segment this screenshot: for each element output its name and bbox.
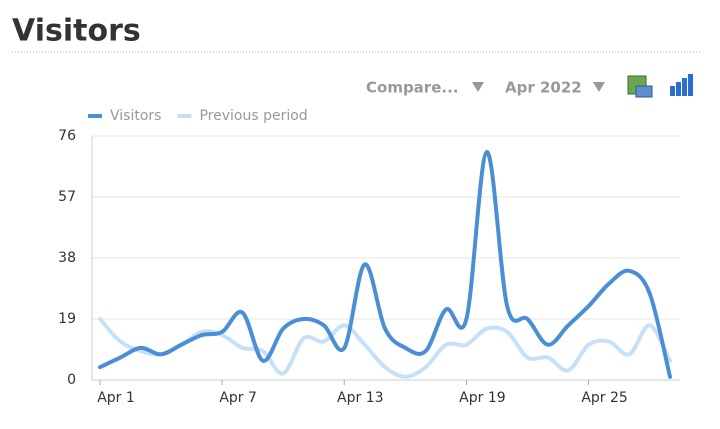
- icon-shape: [670, 86, 675, 96]
- dropdown-arrow: [593, 82, 605, 92]
- x-tick-label: Apr 13: [337, 390, 383, 406]
- export-image-icon[interactable]: [627, 75, 653, 98]
- icon-shape: [635, 85, 653, 98]
- y-tick-label: 0: [67, 372, 76, 388]
- x-tick-label: Apr 7: [219, 390, 257, 406]
- x-tick-label: Apr 25: [581, 390, 627, 406]
- compare-label: Compare...: [366, 79, 458, 97]
- y-tick-label: 38: [58, 250, 76, 266]
- icon-shape: [688, 74, 693, 96]
- icon-shape: [676, 82, 681, 96]
- x-tick-label: Apr 19: [459, 390, 505, 406]
- period-dropdown[interactable]: Apr 2022: [505, 79, 605, 97]
- compare-dropdown[interactable]: Compare...: [366, 79, 484, 97]
- y-tick-label: 57: [58, 189, 76, 205]
- page-title: Visitors: [12, 14, 141, 49]
- legend-label: Visitors: [110, 108, 161, 124]
- y-tick-label: 19: [58, 311, 76, 327]
- y-tick-label: 76: [58, 128, 76, 144]
- chart-type-icon[interactable]: [670, 74, 693, 96]
- x-tick-label: Apr 1: [97, 390, 135, 406]
- period-label: Apr 2022: [505, 79, 582, 97]
- series-line: [98, 317, 672, 379]
- series-line: [98, 150, 672, 379]
- icon-shape: [682, 78, 687, 96]
- dropdown-arrow: [472, 82, 484, 92]
- legend-label: Previous period: [199, 108, 307, 124]
